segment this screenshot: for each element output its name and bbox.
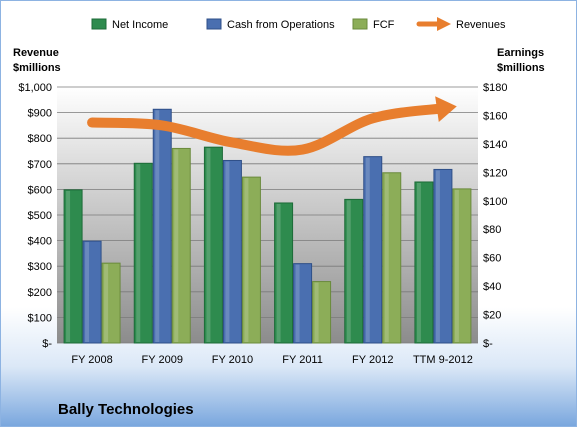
left-axis-tick-label: $400: [28, 236, 52, 248]
left-axis-tick-label: $900: [28, 108, 52, 120]
left-axis-title-line2: $millions: [13, 62, 61, 74]
left-axis-tick-label: $100: [28, 312, 52, 324]
right-axis-tick-label: $80: [483, 224, 501, 236]
x-axis-label: FY 2010: [212, 354, 253, 366]
legend-label-net-income: Net Income: [112, 19, 168, 31]
bar-cash-from-operations-highlight: [366, 158, 370, 342]
right-axis-tick-label: $180: [483, 82, 507, 94]
bar-cash-from-operations-highlight: [155, 110, 159, 342]
company-name: Bally Technologies: [58, 401, 194, 418]
bar-cash-from-operations-highlight: [85, 242, 89, 342]
right-axis-tick-label: $-: [483, 338, 493, 350]
legend-swatch-cash-from-operations: [207, 19, 221, 29]
bar-cash-from-operations-highlight: [436, 170, 440, 342]
x-axis-label: TTM 9-2012: [413, 354, 473, 366]
bar-fcf-highlight: [455, 190, 459, 342]
bar-net-income-highlight: [347, 200, 351, 342]
bar-fcf-highlight: [385, 174, 389, 342]
left-axis-tick-label: $700: [28, 159, 52, 171]
left-axis-ticks: $- $100 $200 $300 $400 $500 $600 $700 $800 $900 $1…: [18, 82, 52, 350]
left-axis-tick-label: $200: [28, 287, 52, 299]
legend-label-cash-from-operations: Cash from Operations: [227, 19, 335, 31]
left-axis-tick-label: $300: [28, 261, 52, 273]
left-axis-tick-label: $1,000: [18, 82, 52, 94]
x-axis-label: FY 2008: [71, 354, 112, 366]
bar-net-income-highlight: [136, 164, 140, 342]
left-axis-tick-label: $-: [42, 338, 52, 350]
legend-swatch-fcf: [353, 19, 367, 29]
bar-fcf-highlight: [174, 149, 178, 342]
right-axis-tick-label: $120: [483, 167, 507, 179]
legend-label-fcf: FCF: [373, 19, 395, 31]
right-axis-tick-label: $140: [483, 139, 507, 151]
bar-net-income-highlight: [66, 191, 70, 342]
right-axis-title-line2: $millions: [497, 62, 545, 74]
right-axis-title-line1: Earnings: [497, 47, 544, 59]
bar-fcf-highlight: [244, 178, 248, 342]
bar-net-income-highlight: [417, 183, 421, 342]
legend: Net Income Cash from Operations FCF Reve…: [92, 17, 506, 31]
right-axis-tick-label: $60: [483, 253, 501, 265]
left-axis-title-line1: Revenue: [13, 47, 59, 59]
bar-fcf-highlight: [315, 283, 319, 342]
right-axis-tick-label: $20: [483, 310, 501, 322]
bar-fcf-highlight: [104, 264, 108, 342]
bar-net-income-highlight: [206, 148, 210, 342]
left-axis-tick-label: $600: [28, 184, 52, 196]
left-axis-tick-label: $500: [28, 210, 52, 222]
legend-swatch-net-income: [92, 19, 106, 29]
x-axis-label: FY 2011: [282, 354, 323, 366]
legend-label-revenues: Revenues: [456, 19, 506, 31]
bar-cash-from-operations-highlight: [296, 265, 300, 342]
right-axis-tick-label: $40: [483, 281, 501, 293]
bar-net-income-highlight: [277, 204, 281, 342]
right-axis-ticks: $- $20 $40 $60 $80 $100 $120 $140 $160 $180: [483, 82, 507, 350]
right-axis-tick-label: $160: [483, 110, 507, 122]
x-axis-labels: FY 2008 FY 2009 FY 2010 FY 2011 FY 2012 TTM 9…: [71, 354, 472, 366]
legend-arrow-revenues: [419, 17, 451, 31]
bar-cash-from-operations-highlight: [225, 161, 229, 342]
x-axis-label: FY 2009: [142, 354, 183, 366]
right-axis-tick-label: $100: [483, 196, 507, 208]
left-axis-tick-label: $800: [28, 133, 52, 145]
x-axis-label: FY 2012: [352, 354, 393, 366]
